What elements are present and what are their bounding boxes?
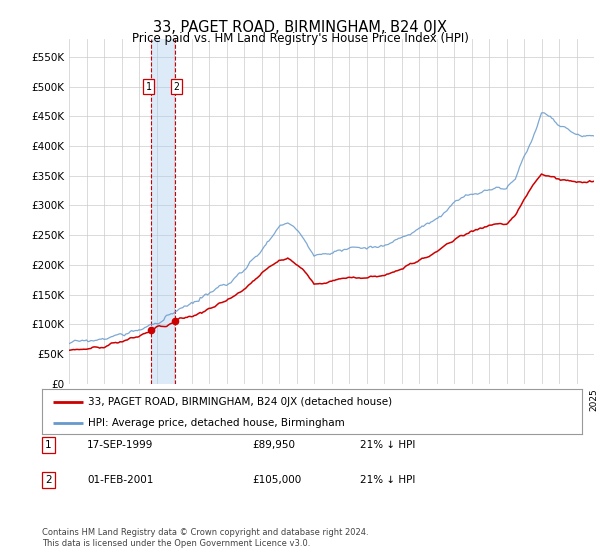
Bar [151, 39, 175, 384]
Text: 33, PAGET ROAD, BIRMINGHAM, B24 0JX (detached house): 33, PAGET ROAD, BIRMINGHAM, B24 0JX (det… [88, 396, 392, 407]
Text: 21% ↓ HPI: 21% ↓ HPI [360, 475, 415, 485]
Text: £105,000: £105,000 [252, 475, 301, 485]
Text: 2: 2 [45, 475, 52, 485]
Text: 1: 1 [45, 440, 52, 450]
Text: £89,950: £89,950 [252, 440, 295, 450]
Text: 01-FEB-2001: 01-FEB-2001 [87, 475, 154, 485]
Text: Price paid vs. HM Land Registry's House Price Index (HPI): Price paid vs. HM Land Registry's House … [131, 32, 469, 45]
Text: 2: 2 [173, 82, 179, 92]
Text: Contains HM Land Registry data © Crown copyright and database right 2024.
This d: Contains HM Land Registry data © Crown c… [42, 528, 368, 548]
Text: 17-SEP-1999: 17-SEP-1999 [87, 440, 154, 450]
Text: 33, PAGET ROAD, BIRMINGHAM, B24 0JX: 33, PAGET ROAD, BIRMINGHAM, B24 0JX [153, 20, 447, 35]
Text: HPI: Average price, detached house, Birmingham: HPI: Average price, detached house, Birm… [88, 418, 344, 428]
Text: 1: 1 [146, 82, 152, 92]
Text: 21% ↓ HPI: 21% ↓ HPI [360, 440, 415, 450]
